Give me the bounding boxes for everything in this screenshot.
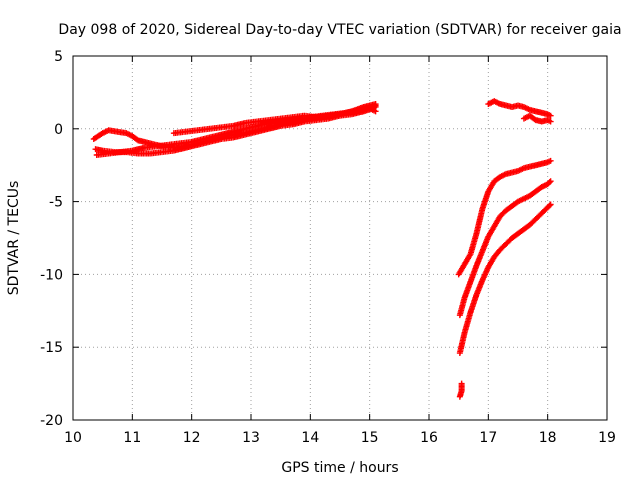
- y-axis-label: SDTVAR / TECUs: [6, 181, 22, 296]
- data-point: [546, 202, 553, 209]
- x-tick-label: 14: [301, 430, 319, 446]
- series-track-8: [456, 178, 554, 319]
- data-point: [546, 179, 553, 186]
- y-tick-label: -20: [40, 413, 63, 429]
- x-tick-label: 19: [598, 430, 616, 446]
- series-track-10: [456, 380, 465, 400]
- data-point: [547, 178, 554, 185]
- data-point: [456, 393, 463, 400]
- x-tick-label: 16: [420, 430, 438, 446]
- x-tick-label: 15: [361, 430, 379, 446]
- data-point: [547, 112, 554, 119]
- series-track-7: [455, 157, 554, 278]
- plot-frame: [72, 55, 608, 421]
- y-tick-label: -10: [40, 267, 63, 283]
- data-point: [372, 108, 379, 115]
- data-point: [372, 101, 379, 108]
- series-track-6: [520, 112, 554, 125]
- y-tick-label: -15: [40, 340, 63, 356]
- x-tick-label: 10: [64, 430, 82, 446]
- y-tick-label: 0: [54, 122, 63, 138]
- axis-ticks: 10 11 12 13 14 15 16 17 18 19 5 0 -5 -10 -15 -20: [40, 49, 616, 446]
- series-track-5: [485, 98, 554, 119]
- x-tick-label: 12: [183, 430, 201, 446]
- series-track-9: [456, 201, 554, 357]
- x-axis-label: GPS time / hours: [281, 460, 398, 476]
- data-point: [547, 157, 554, 164]
- y-tick-label: 5: [54, 49, 63, 65]
- data-points: [90, 98, 554, 400]
- x-tick-label: 18: [539, 430, 557, 446]
- x-tick-label: 17: [479, 430, 497, 446]
- data-point: [547, 118, 554, 125]
- data-point: [547, 201, 554, 208]
- series-track-4: [170, 101, 379, 137]
- x-tick-label: 13: [242, 430, 260, 446]
- y-tick-label: -5: [49, 195, 63, 211]
- x-tick-label: 11: [123, 430, 141, 446]
- chart-title: Day 098 of 2020, Sidereal Day-to-day VTE…: [58, 22, 621, 38]
